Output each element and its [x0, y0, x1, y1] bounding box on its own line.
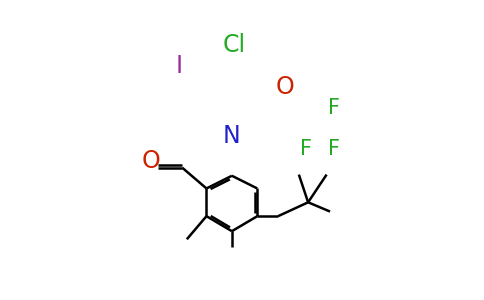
Text: F: F — [328, 98, 339, 118]
Text: N: N — [223, 124, 241, 148]
Text: I: I — [175, 54, 182, 78]
Text: O: O — [142, 149, 160, 173]
Text: Cl: Cl — [223, 33, 246, 57]
Text: O: O — [275, 75, 294, 99]
Text: F: F — [328, 139, 339, 159]
Text: F: F — [300, 139, 312, 159]
